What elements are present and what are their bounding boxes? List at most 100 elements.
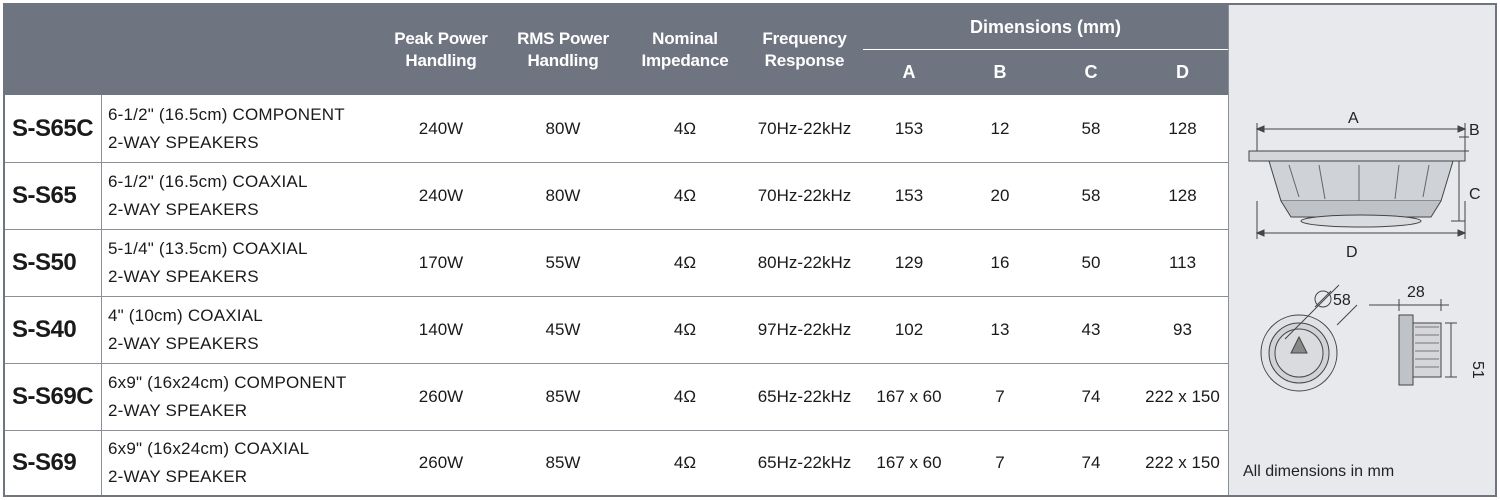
label-d: D (1346, 244, 1358, 261)
header-rms-power: RMS Power Handling (517, 29, 609, 70)
header-dim-d: D (1176, 62, 1189, 82)
header-dim-c: C (1084, 62, 1098, 82)
dim-b-value: 7 (995, 387, 1005, 406)
table-row: S-S50 5-1/4" (13.5cm) COAXIAL 2-WAY SPEAK… (5, 229, 1228, 296)
speaker-dimension-diagram: A B C D 58 28 51 (1248, 110, 1486, 392)
dim-c-value: 58 (1081, 118, 1101, 138)
dim-c-value: 58 (1081, 186, 1101, 205)
model-name: S-S65 (5, 163, 102, 229)
peak-power-value: 170W (418, 253, 464, 272)
table-header: Peak Power Handling RMS Power Handling N… (5, 5, 1228, 95)
description-line-2: 2-WAY SPEAKERS (108, 267, 259, 286)
rms-power-value: 80W (545, 118, 581, 138)
description-line-2: 2-WAY SPEAKERS (108, 200, 259, 219)
description-line-2: 2-WAY SPEAKER (108, 401, 248, 420)
description-line-1: 5-1/4" (13.5cm) COAXIAL (108, 239, 308, 258)
header-dimensions: Dimensions (mm) A B C D (863, 5, 1228, 95)
header-frequency: Frequency Response (762, 29, 847, 70)
dim-a-value: 102 (894, 320, 924, 339)
description-line-2: 2-WAY SPEAKERS (108, 334, 259, 353)
model-description: 6x9" (16x24cm) COMPONENT 2-WAY SPEAKER (108, 364, 398, 430)
impedance-value: 4Ω (673, 453, 697, 472)
dim-d-value: 222 x 150 (1145, 387, 1220, 406)
dimension-diagram-panel: A B C D 58 28 51 All dimensions in mm (1228, 5, 1495, 495)
frequency-value: 70Hz-22kHz (757, 186, 852, 205)
peak-power-value: 240W (418, 118, 464, 138)
dim-c-value: 74 (1081, 453, 1101, 472)
peak-power-value: 260W (418, 453, 464, 472)
rms-power-value: 80W (545, 186, 581, 205)
spec-table: Peak Power Handling RMS Power Handling N… (3, 3, 1497, 497)
model-description: 6-1/2" (16.5cm) COAXIAL 2-WAY SPEAKERS (108, 163, 398, 229)
impedance-value: 4Ω (673, 118, 697, 138)
peak-power-value: 240W (418, 186, 464, 205)
description-line-1: 6x9" (16x24cm) COMPONENT (108, 373, 347, 392)
dim-a-value: 153 (894, 118, 924, 138)
impedance-value: 4Ω (673, 320, 697, 339)
frequency-value: 70Hz-22kHz (757, 118, 852, 138)
label-c: C (1469, 186, 1481, 203)
dimensions-note: All dimensions in mm (1243, 463, 1395, 480)
dim-a-value: 129 (894, 253, 924, 272)
dim-d-value: 222 x 150 (1145, 453, 1220, 472)
table-row: S-S40 4" (10cm) COAXIAL 2-WAY SPEAKERS 14… (5, 296, 1228, 363)
peak-power-value: 140W (418, 320, 464, 339)
model-description: 6x9" (16x24cm) COAXIAL 2-WAY SPEAKER (108, 431, 398, 495)
dim-d-value: 128 (1168, 118, 1197, 138)
label-b: B (1469, 122, 1480, 139)
model-name: S-S50 (5, 230, 102, 296)
rms-power-value: 45W (545, 320, 581, 339)
impedance-value: 4Ω (673, 186, 697, 205)
dim-a-value: 167 x 60 (876, 387, 942, 406)
dimensions-divider (863, 49, 1228, 50)
rms-power-value: 55W (545, 253, 581, 272)
model-name: S-S65C (5, 95, 102, 162)
model-description: 6-1/2" (16.5cm) COMPONENT 2-WAY SPEAKERS (108, 95, 398, 162)
dim-c-value: 74 (1081, 387, 1101, 406)
description-line-2: 2-WAY SPEAKERS (108, 132, 259, 152)
header-impedance: Nominal Impedance (641, 29, 729, 70)
table-row: S-S65C 6-1/2" (16.5cm) COMPONENT 2-WAY SP… (5, 95, 1228, 162)
tweeter-diameter-value: 58 (1333, 292, 1351, 309)
table-body: S-S65C 6-1/2" (16.5cm) COMPONENT 2-WAY SP… (5, 95, 1228, 495)
description-line-1: 6-1/2" (16.5cm) COMPONENT (108, 104, 345, 124)
dim-a-value: 153 (894, 186, 924, 205)
dim-a-value: 167 x 60 (876, 453, 942, 472)
frequency-value: 80Hz-22kHz (757, 253, 852, 272)
description-line-1: 4" (10cm) COAXIAL (108, 306, 263, 325)
label-a: A (1348, 110, 1359, 127)
dim-b-value: 13 (990, 320, 1010, 339)
model-description: 5-1/4" (13.5cm) COAXIAL 2-WAY SPEAKERS (108, 230, 398, 296)
dim-c-value: 43 (1081, 320, 1101, 339)
dim-b-value: 20 (990, 186, 1010, 205)
header-peak-power: Peak Power Handling (394, 29, 488, 70)
peak-power-value: 260W (418, 387, 464, 406)
table-row: S-S65 6-1/2" (16.5cm) COAXIAL 2-WAY SPEAK… (5, 162, 1228, 229)
model-name: S-S69 (5, 431, 102, 495)
header-dim-a: A (902, 62, 916, 82)
description-line-1: 6-1/2" (16.5cm) COAXIAL (108, 172, 308, 191)
dim-d-value: 93 (1173, 320, 1192, 339)
frequency-value: 65Hz-22kHz (757, 387, 852, 406)
rms-power-value: 85W (545, 387, 581, 406)
dimensions-title: Dimensions (mm) (969, 16, 1122, 37)
tweeter-depth-value: 28 (1407, 284, 1425, 301)
dim-b-value: 12 (990, 118, 1010, 138)
description-line-2: 2-WAY SPEAKER (108, 467, 248, 486)
dim-c-value: 50 (1081, 253, 1101, 272)
frequency-value: 97Hz-22kHz (757, 320, 852, 339)
table-row: S-S69 6x9" (16x24cm) COAXIAL 2-WAY SPEAKE… (5, 430, 1228, 495)
description-line-1: 6x9" (16x24cm) COAXIAL (108, 439, 310, 458)
rms-power-value: 85W (545, 453, 581, 472)
model-name: S-S69C (5, 364, 102, 430)
table-row: S-S69C 6x9" (16x24cm) COMPONENT 2-WAY SPE… (5, 363, 1228, 430)
model-description: 4" (10cm) COAXIAL 2-WAY SPEAKERS (108, 297, 398, 363)
tweeter-height-value: 51 (1469, 361, 1486, 379)
impedance-value: 4Ω (673, 253, 697, 272)
dim-b-value: 16 (990, 253, 1010, 272)
impedance-value: 4Ω (673, 387, 697, 406)
dim-d-value: 128 (1168, 186, 1197, 205)
frequency-value: 65Hz-22kHz (757, 453, 852, 472)
dim-d-value: 113 (1168, 253, 1197, 272)
model-name: S-S40 (5, 297, 102, 363)
